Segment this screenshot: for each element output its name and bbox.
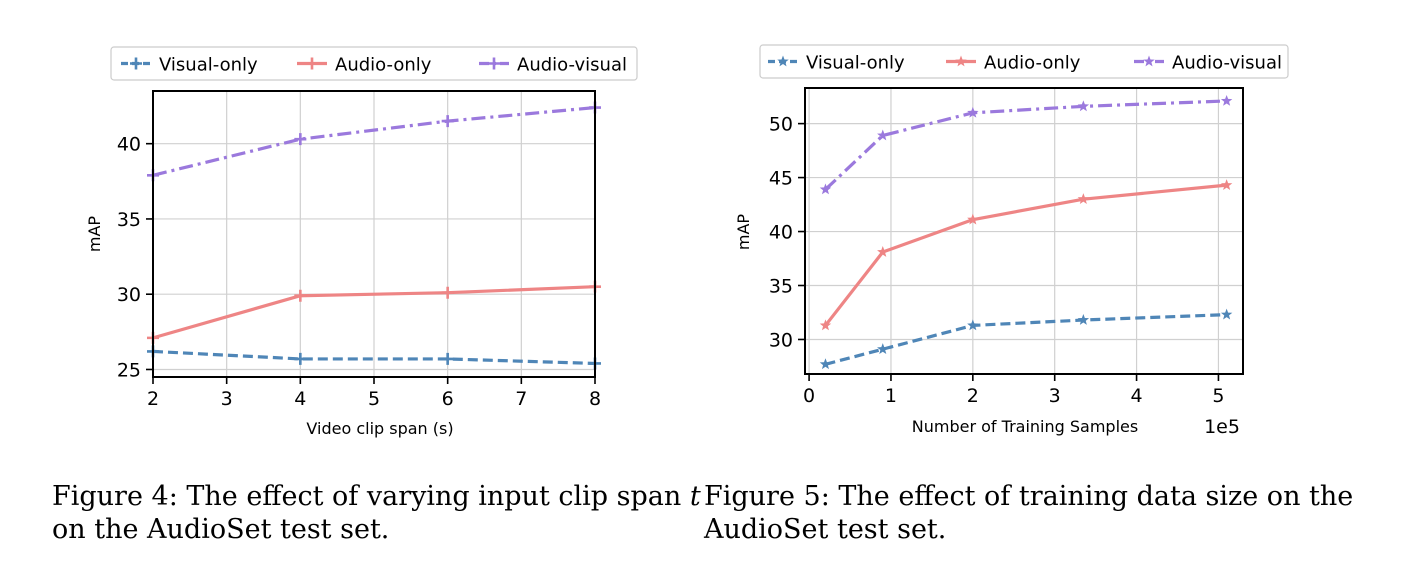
data-point (442, 115, 454, 127)
figure-4-caption-variable: t (690, 481, 701, 512)
chart-1: 2 3 4 5 6 7 8 25 30 35 40 Video clip span (s) mAP Vis… (85, 47, 637, 438)
figure-5-caption-line-1: Figure 5: The effect of training data si… (704, 480, 1353, 513)
figure-5-caption: Figure 5: The effect of training data si… (704, 480, 1353, 546)
y-axis-label: mAP (734, 214, 753, 251)
data-point (1078, 314, 1089, 325)
x-tick-label: 6 (442, 388, 454, 410)
x-tick-label: 4 (1131, 385, 1143, 407)
legend-label: Audio-only (984, 53, 1081, 74)
legend-label: Visual-only (806, 53, 905, 74)
y-tick-label: 50 (769, 114, 793, 136)
legend-label: Audio-visual (517, 55, 627, 76)
x-tick-label: 0 (803, 385, 815, 407)
data-point (442, 353, 454, 365)
data-point (1221, 179, 1232, 190)
data-point (294, 290, 306, 302)
x-tick-label: 3 (221, 388, 233, 410)
y-tick-label: 45 (769, 168, 793, 190)
x-tick-label: 3 (1049, 385, 1061, 407)
figure-4-caption-line-2: on the AudioSet test set. (52, 513, 701, 546)
y-tick-label: 30 (117, 284, 141, 306)
data-point (820, 358, 831, 369)
legend-label: Audio-only (335, 55, 432, 76)
data-point (1221, 95, 1232, 106)
x-tick-label: 1 (885, 385, 897, 407)
legend-label: Audio-visual (1172, 53, 1282, 74)
data-point (442, 287, 454, 299)
figure-4-caption-line-1: Figure 4: The effect of varying input cl… (52, 481, 690, 512)
x-tick-label: 7 (515, 388, 527, 410)
y-tick-label: 35 (769, 276, 793, 298)
x-tick-label: 5 (1212, 385, 1224, 407)
legend: Visual-only Audio-only Audio-visual (111, 47, 637, 80)
x-axis-scale-label: 1e5 (1204, 416, 1240, 438)
x-axis-label: Video clip span (s) (306, 419, 453, 438)
series-audio-visual (820, 95, 1233, 194)
x-tick-label: 4 (294, 388, 306, 410)
y-axis-label: mAP (85, 216, 104, 253)
x-tick-label: 2 (147, 388, 159, 410)
data-point (294, 353, 306, 365)
data-point (1078, 100, 1089, 111)
figure-5-caption-line-2: AudioSet test set. (704, 513, 1353, 546)
x-tick-label: 8 (589, 388, 601, 410)
legend-label: Visual-only (159, 55, 258, 76)
series-line (825, 101, 1226, 190)
x-tick-label: 2 (967, 385, 979, 407)
series-audio-only (820, 179, 1233, 330)
data-point (877, 343, 888, 354)
figure-4-caption: Figure 4: The effect of varying input cl… (52, 480, 701, 546)
y-tick-label: 25 (117, 359, 141, 381)
data-point (1078, 193, 1089, 204)
data-point (1221, 309, 1232, 320)
y-tick-label: 35 (117, 209, 141, 231)
y-tick-label: 40 (769, 222, 793, 244)
y-tick-label: 30 (769, 329, 793, 351)
y-tick-label: 40 (117, 134, 141, 156)
x-tick-label: 5 (368, 388, 380, 410)
x-axis-label: Number of Training Samples (912, 417, 1138, 436)
legend: Visual-only Audio-only Audio-visual (760, 45, 1288, 78)
